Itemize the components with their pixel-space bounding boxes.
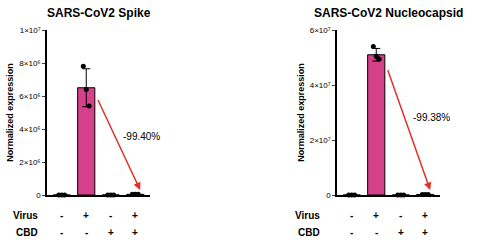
svg-text:2×10⁷: 2×10⁷ [310,136,331,145]
svg-text:6×10⁶: 6×10⁶ [19,92,40,101]
svg-text:+: + [132,227,138,238]
svg-text:2×10⁶: 2×10⁶ [19,158,40,167]
svg-text:0: 0 [36,191,41,200]
svg-text:-: - [85,227,88,238]
svg-text:-: - [375,227,378,238]
svg-text:-: - [350,227,353,238]
svg-text:CBD: CBD [16,227,38,238]
svg-text:-99.38%: -99.38% [413,112,450,123]
svg-text:8×10⁶: 8×10⁶ [19,59,40,68]
svg-text:-: - [350,210,353,221]
svg-text:4×10⁶: 4×10⁶ [19,125,40,134]
svg-text:Virus: Virus [13,210,38,221]
svg-text:Virus: Virus [295,210,320,221]
svg-text:SARS-CoV2 Spike: SARS-CoV2 Spike [47,6,151,20]
svg-text:-: - [399,210,402,221]
svg-text:SARS-CoV2 Nucleocapsid: SARS-CoV2 Nucleocapsid [314,6,463,20]
svg-text:+: + [83,210,89,221]
svg-text:+: + [108,227,114,238]
svg-text:+: + [398,227,404,238]
svg-text:Normalized expression: Normalized expression [296,63,306,162]
svg-text:+: + [422,210,428,221]
svg-text:-: - [60,227,63,238]
svg-text:+: + [373,210,379,221]
svg-text:0: 0 [326,191,331,200]
svg-text:+: + [132,210,138,221]
svg-text:4×10⁷: 4×10⁷ [310,81,331,90]
svg-text:CBD: CBD [298,227,320,238]
svg-text:1×10⁷: 1×10⁷ [20,26,41,35]
svg-text:-: - [60,210,63,221]
svg-text:6×10⁷: 6×10⁷ [310,26,331,35]
svg-text:+: + [422,227,428,238]
svg-text:-99.40%: -99.40% [123,131,160,142]
svg-text:Normalized expression: Normalized expression [5,63,15,162]
svg-text:-: - [109,210,112,221]
